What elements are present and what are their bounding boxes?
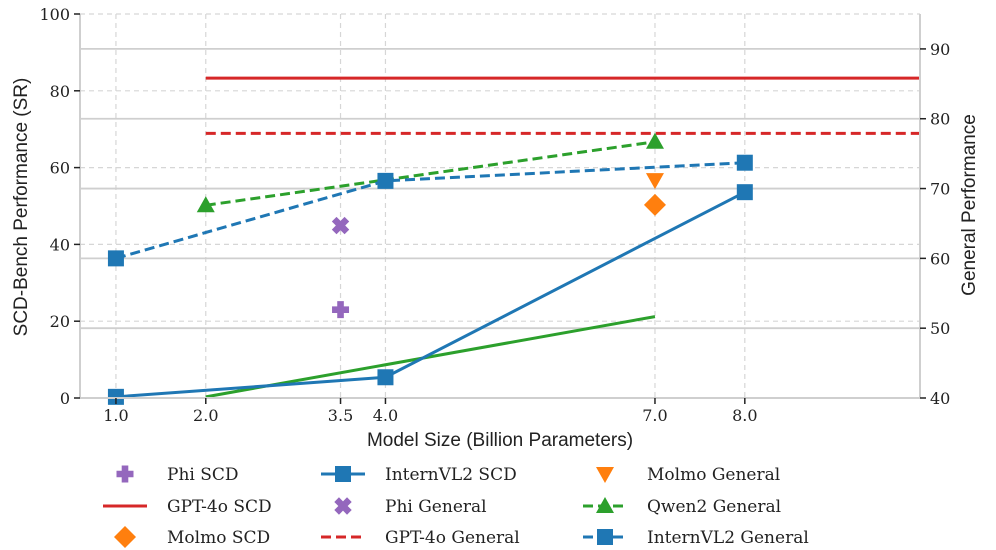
series-layer — [107, 76, 920, 405]
marker-molmo-scd-0 — [643, 193, 666, 216]
marker-internvl2-general-0 — [107, 250, 124, 267]
marker-phi-scd-0 — [332, 301, 350, 319]
y-left-tick-label-100: 100 — [39, 5, 70, 24]
x-tick-label-3.5: 3.5 — [328, 406, 353, 425]
marker-internvl2-scd-0 — [107, 388, 124, 405]
y-left-tick-label-60: 60 — [50, 159, 70, 178]
y-right-tick-label-40: 40 — [930, 389, 950, 408]
legend-item-gpt4o-general: GPT-4o General — [321, 528, 520, 548]
y-right-tick-label-70: 70 — [930, 180, 950, 199]
y-left-tick-label-0: 0 — [60, 389, 70, 408]
series-line-internvl2-scd — [115, 190, 746, 399]
legend-label-internvl2-scd: InternVL2 SCD — [385, 465, 517, 485]
legend-item-molmo-scd: Molmo SCD — [114, 526, 270, 548]
legend-item-internvl2-scd: InternVL2 SCD — [321, 465, 517, 485]
marker-phi-general-0 — [331, 216, 350, 235]
marker-qwen2-general-0 — [196, 196, 215, 213]
marker-qwen2-general-1 — [645, 132, 664, 149]
marker-phi-general-0-shape — [331, 216, 350, 235]
x-tick-label-4.0: 4.0 — [373, 406, 398, 425]
marker-internvl2-scd-1 — [377, 369, 394, 386]
legend-marker-internvl2-general — [597, 529, 613, 545]
x-axis-title: Model Size (Billion Parameters) — [367, 430, 633, 451]
legend-marker-qwen2-general — [596, 497, 614, 513]
legend-marker-molmo-scd — [114, 526, 136, 548]
legend-label-gpt4o-general: GPT-4o General — [385, 528, 520, 548]
legend-item-internvl2-general: InternVL2 General — [583, 528, 809, 548]
marker-internvl2-general-1 — [377, 172, 394, 189]
series-line-internvl2-general — [115, 161, 745, 260]
y-right-tick-label-90: 90 — [930, 40, 950, 59]
y-axis-right-title: General Performance — [959, 114, 980, 296]
legend-item-phi-general: Phi General — [334, 497, 487, 517]
legend-marker-phi-general — [334, 497, 352, 515]
legend: Phi SCD GPT-4o SCD Molmo SCD InternVL2 SCD P… — [103, 465, 809, 548]
y-left-tick-label-80: 80 — [50, 82, 70, 101]
axes-layer: 1.0 2.0 3.5 4.0 7.0 8.0 0 20 40 60 80 100 40 50 60 70 80… — [39, 5, 950, 425]
y-left-tick-label-20: 20 — [50, 312, 70, 331]
legend-label-molmo-scd: Molmo SCD — [167, 528, 270, 548]
legend-label-gpt4o-scd: GPT-4o SCD — [167, 497, 272, 517]
x-tick-label-7.0: 7.0 — [642, 406, 667, 425]
legend-label-internvl2-general: InternVL2 General — [647, 528, 809, 548]
y-right-tick-label-50: 50 — [930, 319, 950, 338]
x-tick-label-1.0: 1.0 — [103, 406, 128, 425]
marker-internvl2-scd-2 — [736, 184, 753, 201]
legend-item-gpt4o-scd: GPT-4o SCD — [103, 497, 272, 517]
legend-item-molmo-general: Molmo General — [596, 465, 780, 485]
y-axis-left-title: SCD-Bench Performance (SR) — [11, 78, 32, 337]
legend-item-phi-scd: Phi SCD — [116, 465, 239, 485]
legend-marker-molmo-general — [596, 467, 614, 483]
marker-internvl2-general-2 — [736, 154, 753, 171]
series-line-qwen2-general — [205, 140, 656, 207]
legend-label-phi-scd: Phi SCD — [167, 465, 239, 485]
y-right-tick-label-60: 60 — [930, 249, 950, 268]
legend-label-molmo-general: Molmo General — [647, 465, 780, 485]
y-right-tick-label-80: 80 — [930, 110, 950, 129]
legend-marker-phi-general-shape — [334, 497, 352, 515]
legend-marker-internvl2-scd — [335, 466, 351, 482]
x-tick-label-8.0: 8.0 — [732, 406, 757, 425]
legend-label-qwen2-general: Qwen2 General — [647, 497, 781, 517]
marker-molmo-general-0 — [645, 173, 664, 190]
y-left-tick-label-40: 40 — [50, 235, 70, 254]
x-tick-label-2.0: 2.0 — [193, 406, 218, 425]
legend-marker-phi-scd — [116, 465, 134, 483]
legend-label-phi-general: Phi General — [385, 497, 487, 517]
legend-item-qwen2-general: Qwen2 General — [583, 497, 781, 517]
